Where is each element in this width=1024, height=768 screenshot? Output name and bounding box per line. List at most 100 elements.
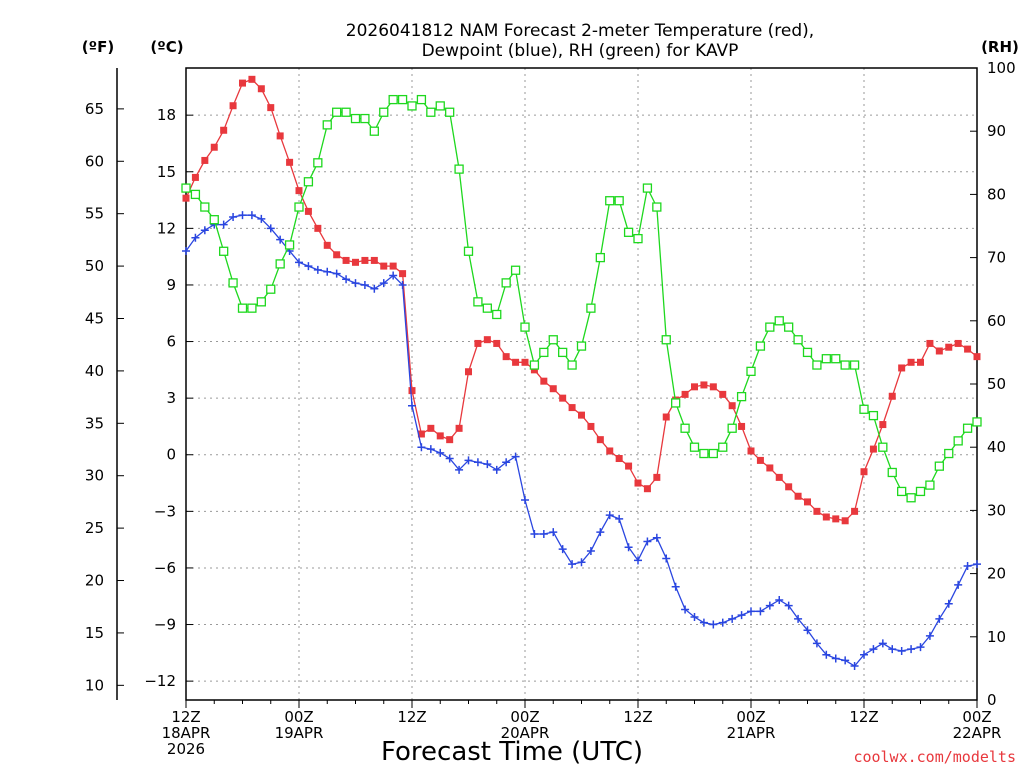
dewpoint-point (728, 614, 737, 623)
temperature-point (756, 456, 764, 464)
dewpoint-point (417, 443, 426, 452)
temperature-point (568, 404, 576, 412)
temperature-point (380, 262, 388, 270)
rh-point (962, 423, 973, 433)
rh-point (774, 316, 784, 326)
celsius-tick-label: 3 (166, 389, 176, 407)
temperature-point (493, 339, 501, 347)
dewpoint-point (276, 235, 285, 244)
temperature-point (191, 173, 199, 181)
temperature-point (653, 473, 661, 481)
rh-point (671, 398, 681, 408)
fahrenheit-tick-label: 20 (85, 572, 104, 590)
rh-point (445, 107, 455, 117)
dewpoint-point (247, 211, 256, 220)
dewpoint-point (822, 650, 831, 659)
rh-point (605, 196, 615, 206)
dewpoint-point (878, 639, 887, 648)
temperature-point (304, 207, 312, 215)
temperature-point (625, 462, 633, 470)
rh-point (944, 448, 954, 459)
temperature-point (229, 102, 237, 110)
dewpoint-point (483, 460, 492, 469)
x-tick-label: 12Z (623, 708, 652, 726)
rh-point (181, 183, 191, 193)
dewpoint-point (907, 645, 916, 654)
fahrenheit-tick-label: 10 (85, 676, 104, 694)
dewpoint-point (558, 545, 567, 554)
celsius-tick-label: 9 (166, 276, 176, 294)
celsius-tick-label: 15 (157, 163, 176, 181)
credit-link[interactable]: coolwx.com/modelts (853, 748, 1016, 766)
series-celsius (182, 211, 981, 671)
dewpoint-point (521, 496, 529, 505)
fahrenheit-tick-label: 55 (85, 205, 104, 223)
dewpoint-point (379, 279, 388, 288)
rh-point (482, 303, 492, 313)
dewpoint-point (200, 226, 209, 235)
temperature-point (220, 126, 228, 134)
rh-point (209, 215, 219, 225)
temperature-point (785, 483, 793, 491)
temperature-point (474, 339, 482, 347)
dewpoint-point (182, 246, 190, 255)
rh-point (746, 366, 756, 377)
celsius-tick-label: −3 (154, 502, 176, 520)
temperature-point (559, 394, 567, 402)
rh-point (510, 265, 521, 275)
rh-point (699, 448, 709, 459)
dewpoint-point (323, 267, 332, 276)
rh-point (369, 126, 379, 136)
temperature-point (314, 224, 322, 232)
rh-point (350, 113, 361, 124)
temperature-point (869, 445, 877, 453)
dewpoint-point (398, 280, 407, 289)
dewpoint-point (295, 258, 303, 267)
temperature-point (964, 345, 972, 353)
x-tick-label: 2026 (167, 740, 205, 758)
tick-labels: 10 15 20 25 30 35 40 45 50 55 60 65 −12 −9 −6 −3 0 3 6 9 12 1… (85, 59, 1016, 758)
dewpoint-point (257, 214, 266, 223)
fahrenheit-tick-label: 35 (85, 414, 104, 432)
rh-point (416, 94, 427, 105)
temperature-point (578, 411, 585, 419)
temperature-point (898, 364, 906, 372)
rh-point (849, 360, 860, 370)
temperature-point (239, 79, 246, 87)
dewpoint-point (869, 645, 878, 654)
temperature-point (747, 447, 755, 455)
rh-point (972, 417, 982, 427)
dewpoint-point (596, 528, 605, 537)
temperature-point (615, 455, 623, 463)
temperature-point (691, 383, 698, 391)
dewpoint-point (360, 280, 369, 289)
temperature-point (662, 413, 670, 421)
rh-point (727, 423, 737, 433)
x-tick-label: 00Z (510, 708, 539, 726)
rh-tick-label: 50 (987, 375, 1006, 393)
fahrenheit-tick-label: 30 (85, 467, 104, 485)
dewpoint-point (266, 224, 275, 233)
rh-tick-label: 70 (987, 249, 1006, 267)
rh-point (576, 341, 587, 351)
dewpoint-point (671, 582, 680, 591)
rh-point (831, 354, 841, 364)
rh-point (878, 442, 888, 452)
rh-point (219, 246, 229, 256)
rh-point (435, 101, 445, 111)
dewpoint-point (492, 465, 501, 474)
rh-tick-label: 30 (987, 501, 1006, 519)
celsius-tick-label: 0 (166, 446, 176, 464)
rh-tick-label: 10 (987, 628, 1006, 646)
rh-tick-label: 40 (987, 438, 1006, 456)
temperature-point (361, 256, 369, 264)
temperature-point (926, 339, 934, 347)
temperature-point (549, 385, 557, 393)
rh-point (266, 284, 276, 294)
dewpoint-point (568, 560, 577, 569)
dewpoint-point (332, 269, 341, 278)
dewpoint-point (304, 262, 313, 271)
temperature-point (257, 85, 265, 93)
series-celsius (182, 75, 981, 525)
rh-point (887, 467, 897, 478)
